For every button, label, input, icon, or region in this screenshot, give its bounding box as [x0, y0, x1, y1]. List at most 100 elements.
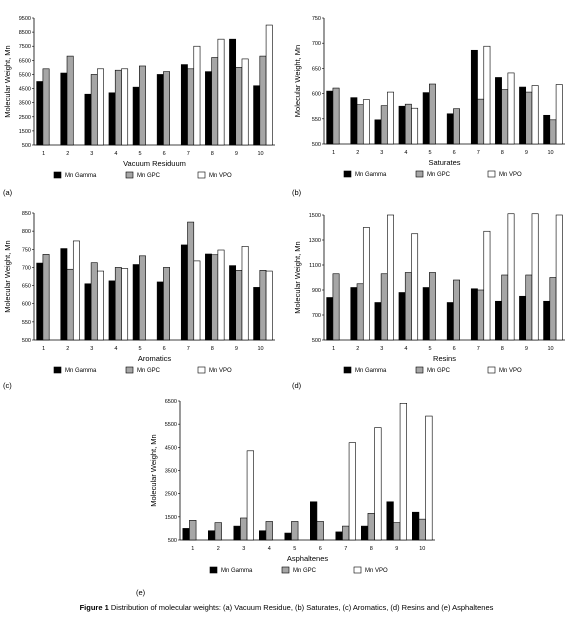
x-tick-label: 5 — [139, 151, 142, 157]
y-tick-label: 500 — [22, 338, 31, 344]
bar-vpo-8 — [507, 72, 515, 145]
x-tick-label: 9 — [235, 346, 238, 352]
x-tick-label: 4 — [114, 346, 117, 352]
bar-vpo-9 — [241, 58, 249, 146]
bar-gamma-2 — [60, 72, 68, 146]
x-tick-label: 7 — [477, 346, 480, 352]
legend-label-gamma: Mn Gamma — [355, 368, 387, 374]
y-tick-label: 650 — [312, 66, 321, 72]
panel-label-c: (c) — [3, 381, 12, 390]
y-axis-title: Molecular Weight, Mn — [293, 45, 302, 117]
x-tick-label: 2 — [66, 151, 69, 157]
y-tick-label: 4500 — [19, 87, 31, 93]
x-tick-label: 6 — [453, 150, 456, 156]
bar-gamma-5 — [132, 264, 140, 341]
x-tick-label: 8 — [211, 346, 214, 352]
legend-swatch-gpc — [125, 366, 134, 374]
chart-panel-d: 500 700 900 1100 1300 1500 1 2 3 4 5 6 7 8 9 10 Resins Mo… — [290, 200, 570, 395]
x-tick-label: 1 — [332, 346, 335, 352]
y-tick-label: 6500 — [19, 58, 31, 64]
x-tick-label: 10 — [547, 150, 553, 156]
chart-panel-e: 500 1500 2500 3500 4500 5500 6500 1 2 3 4 5 6 7 8 9 10 As… — [136, 395, 440, 600]
x-tick-label: 4 — [404, 150, 407, 156]
bar-gamma-1 — [326, 297, 334, 341]
figure-caption: Figure 1 Distribution of molecular weigh… — [0, 603, 573, 612]
legend-label-gamma: Mn Gamma — [355, 172, 387, 178]
y-tick-label: 2500 — [165, 492, 177, 498]
bar-gamma-2 — [350, 287, 358, 341]
bar-gamma-10 — [543, 300, 551, 341]
x-tick-label: 9 — [235, 151, 238, 157]
bar-gpc-10 — [259, 55, 267, 146]
bar-gpc-8 — [211, 57, 219, 146]
bar-vpo-9 — [399, 403, 407, 541]
bar-gpc-9 — [525, 274, 533, 341]
bar-gpc-10 — [549, 119, 557, 145]
legend-label-vpo: Mn VPO — [209, 368, 232, 374]
bar-gamma-10 — [412, 511, 420, 541]
bar-gamma-8 — [205, 71, 212, 146]
bar-gpc-6 — [163, 71, 170, 146]
bar-gpc-9 — [525, 91, 533, 145]
bar-gamma-6 — [446, 113, 454, 145]
x-tick-label: 10 — [547, 346, 553, 352]
bar-gamma-9 — [229, 265, 237, 341]
x-tick-label: 7 — [187, 151, 190, 157]
bar-gamma-9 — [519, 295, 527, 341]
y-tick-label: 6500 — [165, 399, 177, 405]
bar-gamma-6 — [446, 302, 454, 341]
bar-gamma-7 — [470, 288, 478, 341]
bar-gpc-2 — [356, 283, 364, 341]
panel-label-d: (d) — [292, 381, 302, 390]
bar-gamma-7 — [335, 531, 343, 541]
bar-gpc-1 — [189, 520, 197, 541]
bar-gamma-10 — [253, 85, 261, 146]
bar-gpc-1 — [332, 87, 340, 145]
chart-panel-c: 500 550 600 650 700 750 800 850 1 2 3 4 5 6 7 8 9 10 Aroma… — [0, 200, 280, 395]
bar-gamma-4 — [108, 280, 116, 341]
y-axis-title: Molecular Weight, Mn — [3, 240, 12, 312]
bar-gamma-3 — [374, 302, 382, 341]
y-tick-label: 500 — [168, 538, 177, 544]
x-tick-label: 3 — [380, 150, 383, 156]
legend-label-vpo: Mn VPO — [365, 568, 388, 574]
x-tick-label: 2 — [356, 150, 359, 156]
legend-swatch-vpo — [197, 366, 206, 374]
x-tick-label: 2 — [217, 546, 220, 552]
bar-vpo-4 — [121, 268, 129, 341]
bar-gpc-2 — [214, 522, 222, 541]
x-tick-label: 3 — [242, 546, 245, 552]
bar-gamma-6 — [156, 74, 164, 146]
y-tick-label: 750 — [312, 16, 321, 22]
bar-gamma-1 — [36, 81, 44, 146]
x-tick-label: 10 — [257, 151, 263, 157]
legend-label-gpc: Mn GPC — [427, 172, 451, 178]
y-tick-label: 600 — [312, 92, 321, 98]
bar-vpo-10 — [555, 84, 563, 145]
bar-vpo-4 — [411, 107, 419, 145]
y-tick-label: 700 — [312, 41, 321, 47]
x-tick-label: 6 — [163, 346, 166, 352]
legend-label-vpo: Mn VPO — [499, 368, 522, 374]
bar-gpc-3 — [380, 105, 388, 145]
bar-gpc-6 — [163, 267, 170, 341]
y-tick-label: 5500 — [165, 422, 177, 428]
legend-swatch-vpo — [197, 171, 206, 179]
bar-vpo-3 — [387, 91, 394, 145]
bar-gamma-4 — [259, 530, 267, 541]
bar-gpc-6 — [453, 279, 460, 341]
bar-gamma-3 — [84, 93, 92, 146]
legend-label-gamma: Mn Gamma — [221, 568, 253, 574]
bar-gpc-7 — [187, 68, 195, 146]
x-tick-label: 5 — [429, 346, 432, 352]
bar-gpc-1 — [42, 254, 50, 341]
bar-gpc-3 — [240, 517, 248, 541]
y-tick-label: 8500 — [19, 30, 31, 36]
bar-gamma-1 — [326, 90, 334, 145]
legend-swatch-vpo — [487, 170, 496, 178]
bar-gamma-8 — [495, 300, 502, 341]
bar-gamma-5 — [422, 287, 430, 341]
y-tick-label: 700 — [22, 265, 31, 271]
bar-vpo-2 — [362, 227, 370, 341]
chart-panel-a: 500 1500 2500 3500 4500 5500 6500 7500 8500 9500 1… — [0, 0, 280, 200]
